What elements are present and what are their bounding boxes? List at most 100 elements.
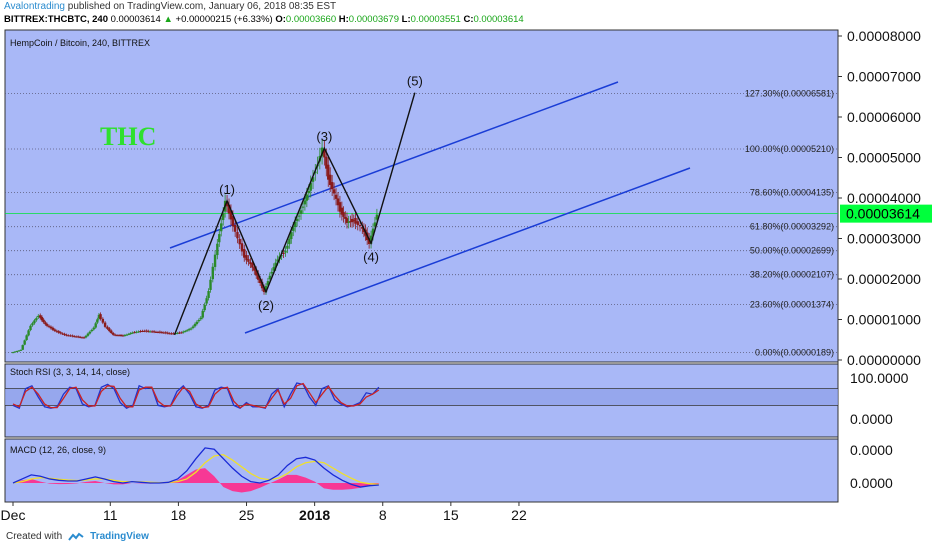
stoch-d-line [12, 382, 380, 409]
candle-body [191, 326, 195, 328]
candle-body [53, 329, 57, 331]
stoch-tick-label: 100.0000 [850, 370, 909, 386]
macd-line [12, 447, 379, 488]
candle-body [13, 351, 17, 353]
candle-body [229, 210, 233, 220]
candle-body [108, 328, 111, 332]
candle-body [135, 331, 138, 333]
low-label: L: [401, 14, 411, 25]
candle-body [253, 267, 256, 271]
candle-body [193, 323, 197, 327]
candle-body [268, 275, 272, 280]
candle-body [57, 331, 60, 333]
candle-body [347, 221, 350, 223]
candle-body [129, 333, 132, 335]
candle-body [67, 335, 70, 337]
author-link[interactable]: Avalontrading [4, 1, 65, 12]
time-tick-label: 8 [379, 507, 387, 523]
close-label: C: [463, 14, 474, 25]
candle-body [156, 331, 160, 333]
main-pane-title: HempCoin / Bitcoin, 240, BITTREX [10, 38, 150, 48]
candle-body [131, 332, 134, 334]
candle-body [264, 286, 268, 293]
candle-body [274, 262, 277, 268]
candle-body [96, 319, 99, 323]
candle-body [236, 232, 239, 239]
candle-body [42, 319, 45, 323]
candle-body [61, 333, 64, 335]
current-price-label: 0.00003614 [846, 206, 920, 222]
time-tick-label: 22 [511, 507, 527, 523]
elliott-wave-label: (4) [363, 249, 379, 264]
candle-body [201, 310, 204, 318]
candle-body [55, 330, 58, 332]
candle-body [195, 321, 199, 325]
candle-body [220, 223, 223, 232]
candle-body [207, 291, 210, 298]
candle-body [31, 323, 34, 326]
candle-body [325, 156, 328, 169]
candle-body [49, 326, 53, 329]
candle-body [25, 335, 28, 341]
candle-body [35, 318, 38, 321]
price-tick-label: 0.00007000 [847, 69, 921, 85]
thc-watermark: THC [100, 122, 156, 151]
candle-body [290, 232, 293, 240]
candle-body [231, 216, 235, 227]
candle-body [99, 314, 102, 319]
time-tick-label: 15 [443, 507, 459, 523]
candle-body [139, 331, 142, 333]
candle-body [110, 330, 113, 334]
candle-body [292, 227, 295, 231]
candle-body [17, 350, 21, 352]
candle-body [73, 336, 76, 338]
candle-body [164, 332, 167, 334]
candle-body [286, 245, 289, 249]
candle-body [256, 273, 260, 280]
candle-body [37, 315, 40, 318]
candle-body [39, 315, 42, 318]
elliott-wave-label: (2) [258, 298, 274, 313]
candle-body [221, 212, 225, 221]
candle-body [106, 326, 109, 329]
fib-level-label: 50.00%(0.00002699) [750, 246, 834, 256]
candle-body [117, 335, 121, 337]
candle-body [350, 218, 354, 223]
price-tick-label: 0.00004000 [847, 190, 921, 206]
candle-body [218, 234, 221, 243]
candle-body [225, 201, 229, 207]
candle-body [280, 255, 283, 257]
candle-body [76, 336, 80, 338]
low-value: 0.00003551 [410, 14, 461, 25]
candle-body [33, 320, 36, 324]
candle-body [354, 217, 357, 224]
candle-body [63, 333, 66, 336]
price-axis [838, 30, 932, 502]
candle-body [358, 224, 362, 226]
candle-body [349, 221, 352, 223]
candle-body [209, 279, 212, 290]
candle-body [115, 335, 119, 337]
candle-body [213, 254, 217, 267]
candle-body [82, 337, 86, 339]
current-price-tag [840, 204, 932, 223]
candle-body [69, 335, 72, 337]
candle-body [21, 345, 24, 350]
candle-body [15, 351, 19, 353]
chart-canvas[interactable]: 0.00008000 0.00007000 0.00006000 0.00005000… [0, 0, 932, 530]
candle-body [227, 204, 231, 214]
time-tick-label: 18 [171, 507, 187, 523]
candle-body [375, 214, 379, 220]
candle-body [45, 324, 49, 326]
tradingview-brand[interactable]: TradingView [90, 531, 149, 542]
candle-body [143, 330, 146, 332]
candle-body [238, 238, 241, 245]
candle-body [243, 249, 246, 258]
candle-body [203, 304, 206, 311]
candle-body [147, 330, 150, 332]
candle-body [162, 332, 166, 334]
footer: Created with TradingView [6, 531, 149, 542]
main-pane [4, 29, 839, 363]
candle-body [80, 337, 84, 339]
candle-body [336, 198, 340, 206]
